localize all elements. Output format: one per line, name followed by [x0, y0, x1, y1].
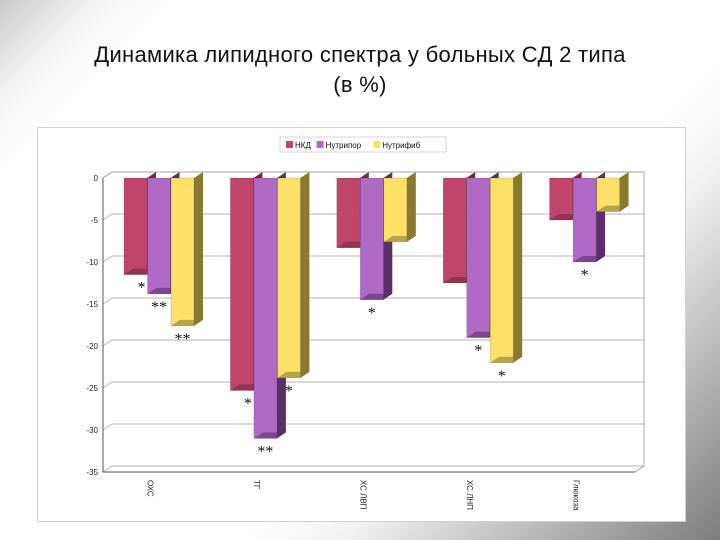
- significance-marker: *: [581, 267, 589, 284]
- bar-bottom: [253, 432, 286, 439]
- legend-swatch: [316, 141, 324, 148]
- x-tick-label: Глюкоза: [571, 480, 580, 511]
- gridline-depth: [102, 381, 113, 389]
- bar-bottom: [360, 293, 393, 300]
- significance-marker: **: [257, 443, 273, 460]
- bar: [123, 177, 148, 275]
- significance-marker: *: [138, 280, 146, 297]
- bar: [466, 177, 490, 338]
- bar-bottom: [573, 256, 606, 262]
- bar: [230, 177, 254, 391]
- y-tick-label: 0: [94, 174, 99, 183]
- bar: [572, 177, 597, 263]
- significance-marker: *: [474, 343, 482, 360]
- y-tick-label: -30: [86, 426, 98, 435]
- y-tick-label: -25: [86, 384, 98, 393]
- bar: [147, 177, 171, 295]
- bar: [170, 177, 195, 327]
- y-tick-label: -15: [86, 300, 98, 309]
- significance-marker: *: [285, 383, 293, 400]
- legend-entry: Нутрифиб: [382, 141, 420, 150]
- bar-bottom: [171, 319, 203, 326]
- legend: [279, 136, 447, 153]
- significance-marker: *: [244, 396, 252, 413]
- bar: [336, 177, 361, 248]
- slide-title-line2: (в %): [333, 72, 387, 97]
- significance-marker: *: [498, 368, 506, 385]
- bar-side: [194, 172, 203, 326]
- gridline-depth: [102, 465, 113, 473]
- bar: [383, 177, 408, 243]
- gridline-depth: [102, 423, 113, 431]
- y-tick-label: -5: [91, 216, 99, 225]
- significance-marker: **: [175, 331, 191, 348]
- significance-marker: *: [368, 305, 376, 322]
- x-tick-label: ТГ: [252, 480, 261, 490]
- y-tick-label: -20: [86, 342, 98, 351]
- gridline-depth: [102, 339, 113, 347]
- legend-entry: Нутрипор: [326, 141, 362, 150]
- bar-chart: 0 -5 -10 -15 -20 -25 -30 -35 ОХС ТГ ХС ЛВП ХС ЛНП Гл…: [86, 136, 645, 511]
- x-tick-label: ХС ЛНП: [465, 480, 474, 510]
- legend-swatch: [286, 141, 293, 148]
- bar: [277, 177, 301, 379]
- gridline-depth: [102, 297, 113, 305]
- bar: [360, 177, 384, 301]
- bar: [549, 177, 573, 221]
- bar: [596, 177, 620, 212]
- bar-bottom: [596, 205, 629, 212]
- gridline-depth: [102, 171, 113, 179]
- bar-bottom: [383, 235, 416, 242]
- slide-title: Динамика липидного спектра у больных СД …: [20, 40, 700, 100]
- x-tick-label: ХС ЛВП: [358, 480, 367, 510]
- bar: [489, 177, 514, 364]
- x-tick-label: ОХС: [146, 480, 155, 497]
- slide-title-line1: Динамика липидного спектра у больных СД …: [94, 42, 626, 67]
- gridline-depth: [102, 255, 113, 263]
- bar-side: [406, 172, 416, 242]
- bar-side: [619, 172, 629, 212]
- bar: [253, 177, 278, 439]
- y-tick-label: -35: [86, 468, 98, 477]
- chart-frame: 0 -5 -10 -15 -20 -25 -30 -35 ОХС ТГ ХС ЛВП ХС ЛНП Гл…: [37, 127, 686, 522]
- y-tick-label: -10: [86, 258, 98, 267]
- legend-entry: НКД: [295, 141, 311, 150]
- gridline-depth: [102, 213, 113, 221]
- bar: [442, 177, 467, 284]
- legend-swatch: [373, 141, 381, 148]
- bar-bottom: [490, 356, 523, 363]
- significance-marker: **: [151, 299, 167, 316]
- bar-bottom: [277, 371, 310, 378]
- bar-side: [300, 172, 310, 378]
- bar-side: [513, 172, 523, 363]
